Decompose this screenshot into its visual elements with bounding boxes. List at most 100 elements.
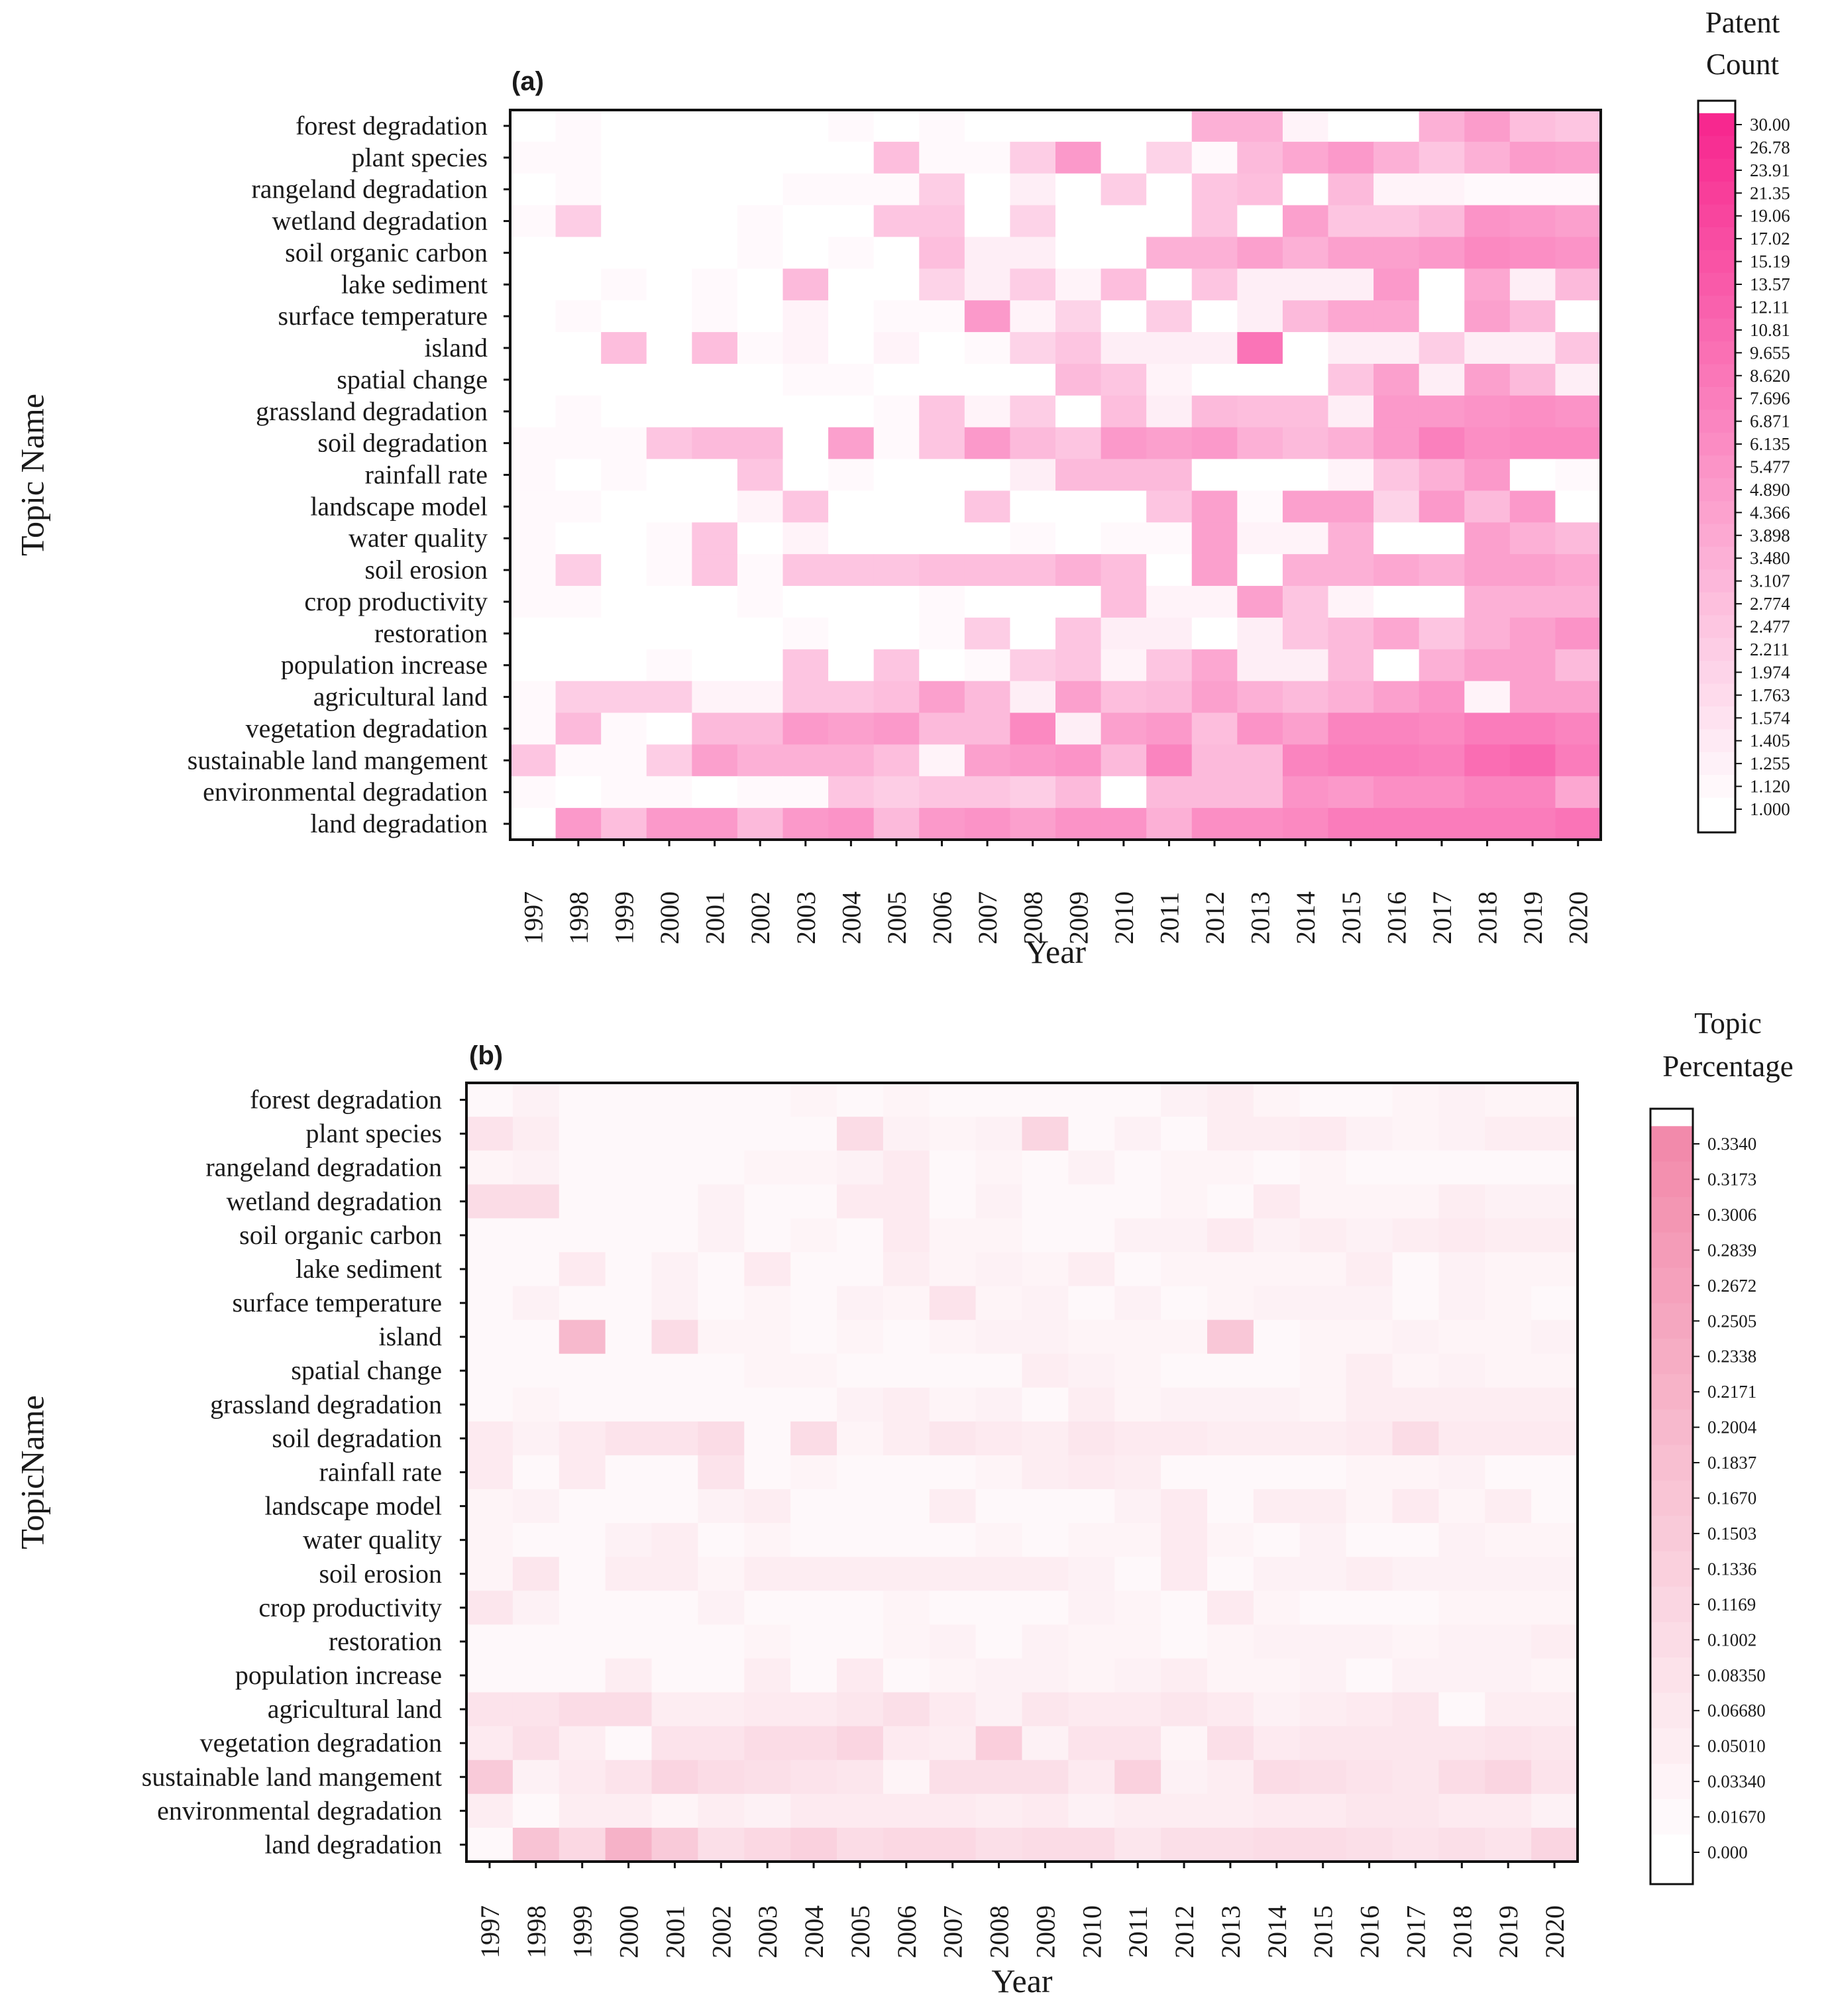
- heatmap-cell: [1464, 744, 1511, 777]
- heatmap-cell: [1373, 490, 1420, 523]
- colorbar-tick-label: 3.898: [1750, 526, 1790, 545]
- heatmap-cell: [1010, 554, 1056, 587]
- heatmap-cell: [1068, 1793, 1115, 1828]
- heatmap-cell: [1509, 617, 1556, 650]
- heatmap-cell: [1373, 681, 1420, 714]
- heatmap-cell: [555, 554, 602, 587]
- heatmap-cell: [1022, 1319, 1069, 1355]
- heatmap-cell: [1191, 237, 1238, 269]
- heatmap-cell: [737, 712, 784, 745]
- heatmap-cell: [1438, 1489, 1485, 1524]
- heatmap-cell: [1146, 712, 1193, 745]
- heatmap-cell: [790, 1455, 837, 1490]
- heatmap-cell: [828, 300, 875, 333]
- heatmap-cell: [510, 712, 557, 745]
- heatmap-cell: [1531, 1184, 1578, 1219]
- heatmap-cell: [1161, 1557, 1208, 1591]
- heatmap-cell: [605, 1117, 653, 1151]
- heatmap-cell: [873, 173, 920, 206]
- heatmap-cell: [466, 1319, 513, 1355]
- colorbar-tick-label: 0.2171: [1707, 1382, 1756, 1402]
- heatmap-cell: [1282, 586, 1329, 618]
- heatmap-cell: [782, 110, 829, 142]
- heatmap-cell: [1392, 1455, 1439, 1490]
- heatmap-cell: [1101, 586, 1147, 618]
- heatmap-cell: [1464, 268, 1511, 301]
- heatmap-cell: [1207, 1591, 1254, 1625]
- heatmap-cell: [1068, 1252, 1115, 1287]
- heatmap-cell: [651, 1117, 698, 1151]
- colorbar-tick-label: 6.135: [1750, 434, 1790, 454]
- heatmap-cell: [512, 1658, 560, 1693]
- heatmap-cell: [1419, 332, 1465, 364]
- heatmap-cell: [1253, 1184, 1301, 1219]
- heatmap-cell: [1282, 268, 1329, 301]
- colorbar-tick-label: 7.696: [1750, 388, 1790, 408]
- heatmap-cell: [837, 1184, 884, 1219]
- heatmap-cell: [873, 459, 920, 492]
- colorbar-tick-label: 0.08350: [1707, 1665, 1766, 1685]
- heatmap-cell: [601, 554, 647, 587]
- y-tick-label: restoration: [329, 1626, 442, 1656]
- x-tick-label: 2018: [1473, 891, 1503, 944]
- heatmap-cell: [466, 1150, 513, 1185]
- heatmap-cell: [919, 776, 965, 809]
- heatmap-cell: [1191, 427, 1238, 460]
- heatmap-cell: [1068, 1523, 1115, 1557]
- heatmap-cell: [919, 363, 965, 396]
- heatmap-cell: [1022, 1557, 1069, 1591]
- heatmap-cell: [510, 490, 557, 523]
- heatmap-cell: [1022, 1591, 1069, 1625]
- heatmap-cell: [698, 1793, 745, 1828]
- heatmap-cell: [964, 744, 1011, 777]
- heatmap-cell: [1114, 1624, 1161, 1659]
- heatmap-cell: [1237, 744, 1283, 777]
- heatmap-cell: [605, 1760, 653, 1795]
- heatmap-cell: [1010, 712, 1056, 745]
- heatmap-cell: [1419, 237, 1465, 269]
- heatmap-cell: [828, 586, 875, 618]
- heatmap-cell: [1253, 1455, 1301, 1490]
- heatmap-cell: [1419, 681, 1465, 714]
- heatmap-cell: [1114, 1387, 1161, 1422]
- colorbar-swatch: [1650, 1622, 1693, 1658]
- heatmap-cell: [1419, 395, 1465, 428]
- heatmap-cell: [512, 1827, 560, 1862]
- heatmap-cell: [1022, 1286, 1069, 1321]
- heatmap-cell: [698, 1692, 745, 1727]
- heatmap-cell: [1531, 1624, 1578, 1659]
- heatmap-cell: [1191, 332, 1238, 364]
- heatmap-cell: [837, 1455, 884, 1490]
- y-tick-label: rangeland degradation: [205, 1152, 442, 1182]
- heatmap-cell: [1282, 173, 1329, 206]
- heatmap-cell: [1346, 1252, 1393, 1287]
- heatmap-cell: [1392, 1083, 1439, 1117]
- heatmap-cell: [1207, 1083, 1254, 1117]
- heatmap-cell: [1022, 1083, 1069, 1117]
- heatmap-cell: [1161, 1421, 1208, 1456]
- y-tick-label: wetland degradation: [227, 1186, 442, 1216]
- heatmap-cell: [1101, 427, 1147, 460]
- heatmap-cell: [1055, 300, 1102, 333]
- heatmap-cell: [1161, 1455, 1208, 1490]
- heatmap-cell: [1191, 363, 1238, 396]
- colorbar-tick-label: 0.1336: [1707, 1559, 1756, 1579]
- colorbar-swatch: [1698, 136, 1735, 160]
- heatmap-cell: [1010, 649, 1056, 682]
- colorbar-swatch: [1650, 1197, 1693, 1233]
- heatmap-cell: [964, 490, 1011, 523]
- heatmap-cell: [929, 1353, 977, 1388]
- heatmap-cell: [1161, 1523, 1208, 1557]
- heatmap-cell: [1161, 1692, 1208, 1727]
- heatmap-cell: [883, 1827, 930, 1862]
- heatmap-cell: [692, 237, 738, 269]
- heatmap-cell: [737, 649, 784, 682]
- heatmap-cell: [837, 1286, 884, 1321]
- heatmap-cell: [1509, 744, 1556, 777]
- heatmap-cell: [1373, 586, 1420, 618]
- heatmap-cell: [1161, 1658, 1208, 1693]
- colorbar-tick-label: 0.03340: [1707, 1771, 1766, 1791]
- y-tick-label: water quality: [303, 1525, 442, 1555]
- x-tick-label: 2010: [1109, 891, 1139, 944]
- heatmap-cell: [555, 808, 602, 840]
